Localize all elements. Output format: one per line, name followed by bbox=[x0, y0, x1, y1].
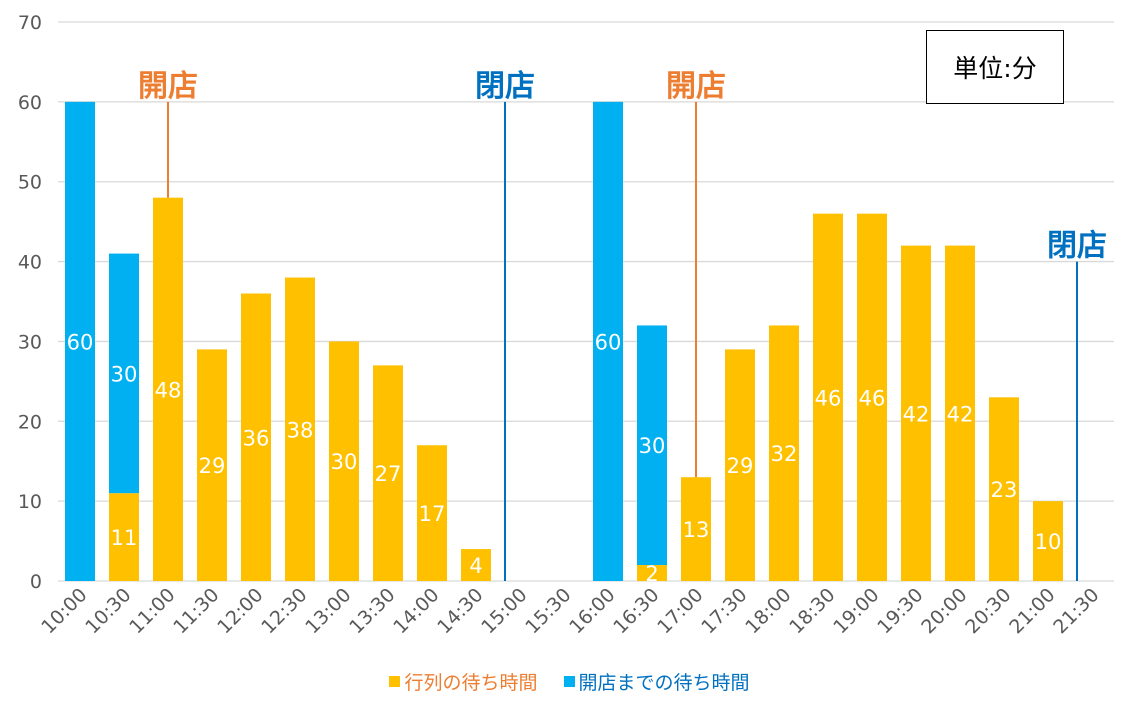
bar-queue bbox=[681, 477, 711, 581]
data-label: 13 bbox=[683, 518, 710, 542]
data-label: 30 bbox=[331, 450, 358, 474]
x-tick-label: 19:00 bbox=[829, 584, 883, 638]
data-label: 23 bbox=[991, 478, 1018, 502]
y-axis-ticks: 0 10 20 30 40 50 60 70 bbox=[18, 12, 42, 593]
bar-queue bbox=[197, 349, 227, 581]
legend-label-opening-wait: 開店までの待ち時間 bbox=[578, 672, 750, 694]
legend-item-queue: 行列の待ち時間 bbox=[389, 668, 538, 695]
bar-opening-wait bbox=[65, 101, 95, 581]
legend-label-queue: 行列の待ち時間 bbox=[404, 672, 538, 694]
x-tick-label: 12:30 bbox=[257, 584, 311, 638]
data-label: 29 bbox=[199, 454, 226, 478]
unit-note: 単位:分 bbox=[926, 30, 1064, 104]
data-label: 48 bbox=[155, 378, 182, 402]
legend-swatch-queue bbox=[389, 676, 401, 687]
bar-queue bbox=[901, 245, 931, 581]
x-tick-label: 11:30 bbox=[169, 584, 223, 638]
x-tick-label: 18:30 bbox=[785, 584, 839, 638]
x-tick-label: 11:00 bbox=[125, 584, 179, 638]
y-tick-label: 30 bbox=[18, 331, 42, 353]
bar-queue bbox=[417, 445, 447, 581]
annotation-label: 開店 bbox=[666, 69, 726, 104]
x-tick-label: 15:00 bbox=[477, 584, 531, 638]
data-label: 36 bbox=[243, 426, 270, 450]
data-label: 46 bbox=[859, 386, 886, 410]
y-tick-label: 0 bbox=[30, 571, 42, 593]
x-tick-label: 10:30 bbox=[81, 584, 135, 638]
data-label: 42 bbox=[903, 402, 930, 426]
y-tick-label: 50 bbox=[18, 172, 42, 194]
x-tick-label: 13:00 bbox=[301, 584, 355, 638]
x-tick-label: 10:00 bbox=[37, 584, 91, 638]
y-tick-label: 60 bbox=[18, 92, 42, 114]
x-tick-label: 14:30 bbox=[433, 584, 487, 638]
bar-queue bbox=[109, 493, 139, 581]
bar-opening-wait bbox=[637, 325, 667, 566]
y-tick-label: 40 bbox=[18, 252, 42, 274]
bar-queue bbox=[813, 213, 843, 581]
x-tick-label: 17:00 bbox=[653, 584, 707, 638]
x-tick-label: 17:30 bbox=[697, 584, 751, 638]
annotation-label: 開店 bbox=[138, 69, 198, 104]
x-tick-label: 18:00 bbox=[741, 584, 795, 638]
data-label: 11 bbox=[111, 526, 138, 550]
x-tick-label: 21:30 bbox=[1049, 584, 1103, 638]
bar-queue bbox=[989, 397, 1019, 581]
y-tick-label: 10 bbox=[18, 491, 42, 513]
y-tick-label: 70 bbox=[18, 12, 42, 34]
legend-item-opening-wait: 開店までの待ち時間 bbox=[563, 668, 750, 695]
data-label: 42 bbox=[947, 402, 974, 426]
bar-queue bbox=[1033, 501, 1063, 581]
data-label: 2 bbox=[645, 562, 658, 586]
legend: 行列の待ち時間 開店までの待ち時間 bbox=[0, 668, 1139, 695]
x-tick-label: 19:30 bbox=[873, 584, 927, 638]
bar-queue bbox=[461, 549, 491, 581]
data-label: 10 bbox=[1035, 530, 1062, 554]
x-tick-label: 15:30 bbox=[521, 584, 575, 638]
bar-queue bbox=[725, 349, 755, 581]
bars bbox=[65, 101, 1063, 581]
bar-queue bbox=[857, 213, 887, 581]
data-label: 46 bbox=[815, 386, 842, 410]
x-tick-label: 12:00 bbox=[213, 584, 267, 638]
bar-queue bbox=[945, 245, 975, 581]
data-label: 30 bbox=[639, 434, 666, 458]
x-tick-label: 13:30 bbox=[345, 584, 399, 638]
x-axis-ticks: 10:0010:3011:0011:3012:0012:3013:0013:30… bbox=[37, 584, 1103, 638]
annotation-label: 閉店 bbox=[1047, 229, 1107, 264]
y-tick-label: 20 bbox=[18, 411, 42, 433]
data-label: 60 bbox=[67, 330, 94, 354]
grid-lines bbox=[58, 21, 1114, 582]
bar-queue bbox=[769, 325, 799, 581]
data-label: 38 bbox=[287, 418, 314, 442]
x-tick-label: 20:30 bbox=[961, 584, 1015, 638]
data-label: 29 bbox=[727, 454, 754, 478]
bar-queue bbox=[241, 293, 271, 581]
data-labels: 60 11 30 48 29 36 38 30 27 17 4 60 2 30 13 29 32 46 46 42 42… bbox=[67, 330, 1062, 586]
bar-opening-wait bbox=[593, 101, 623, 581]
x-tick-label: 20:00 bbox=[917, 584, 971, 638]
bar-queue bbox=[373, 365, 403, 581]
x-tick-label: 16:30 bbox=[609, 584, 663, 638]
x-tick-label: 14:00 bbox=[389, 584, 443, 638]
legend-swatch-opening-wait bbox=[563, 676, 575, 687]
data-label: 32 bbox=[771, 442, 798, 466]
bar-queue bbox=[285, 277, 315, 581]
bar-queue bbox=[329, 341, 359, 581]
x-tick-label: 21:00 bbox=[1005, 584, 1059, 638]
bar-opening-wait bbox=[109, 253, 139, 494]
bar-queue bbox=[637, 565, 667, 581]
x-tick-label: 16:00 bbox=[565, 584, 619, 638]
annotation-label: 閉店 bbox=[475, 69, 535, 104]
data-label: 60 bbox=[595, 330, 622, 354]
bar-queue bbox=[153, 197, 183, 581]
data-label: 27 bbox=[375, 462, 402, 486]
data-label: 17 bbox=[419, 502, 446, 526]
data-label: 4 bbox=[469, 554, 482, 578]
data-label: 30 bbox=[111, 362, 138, 386]
